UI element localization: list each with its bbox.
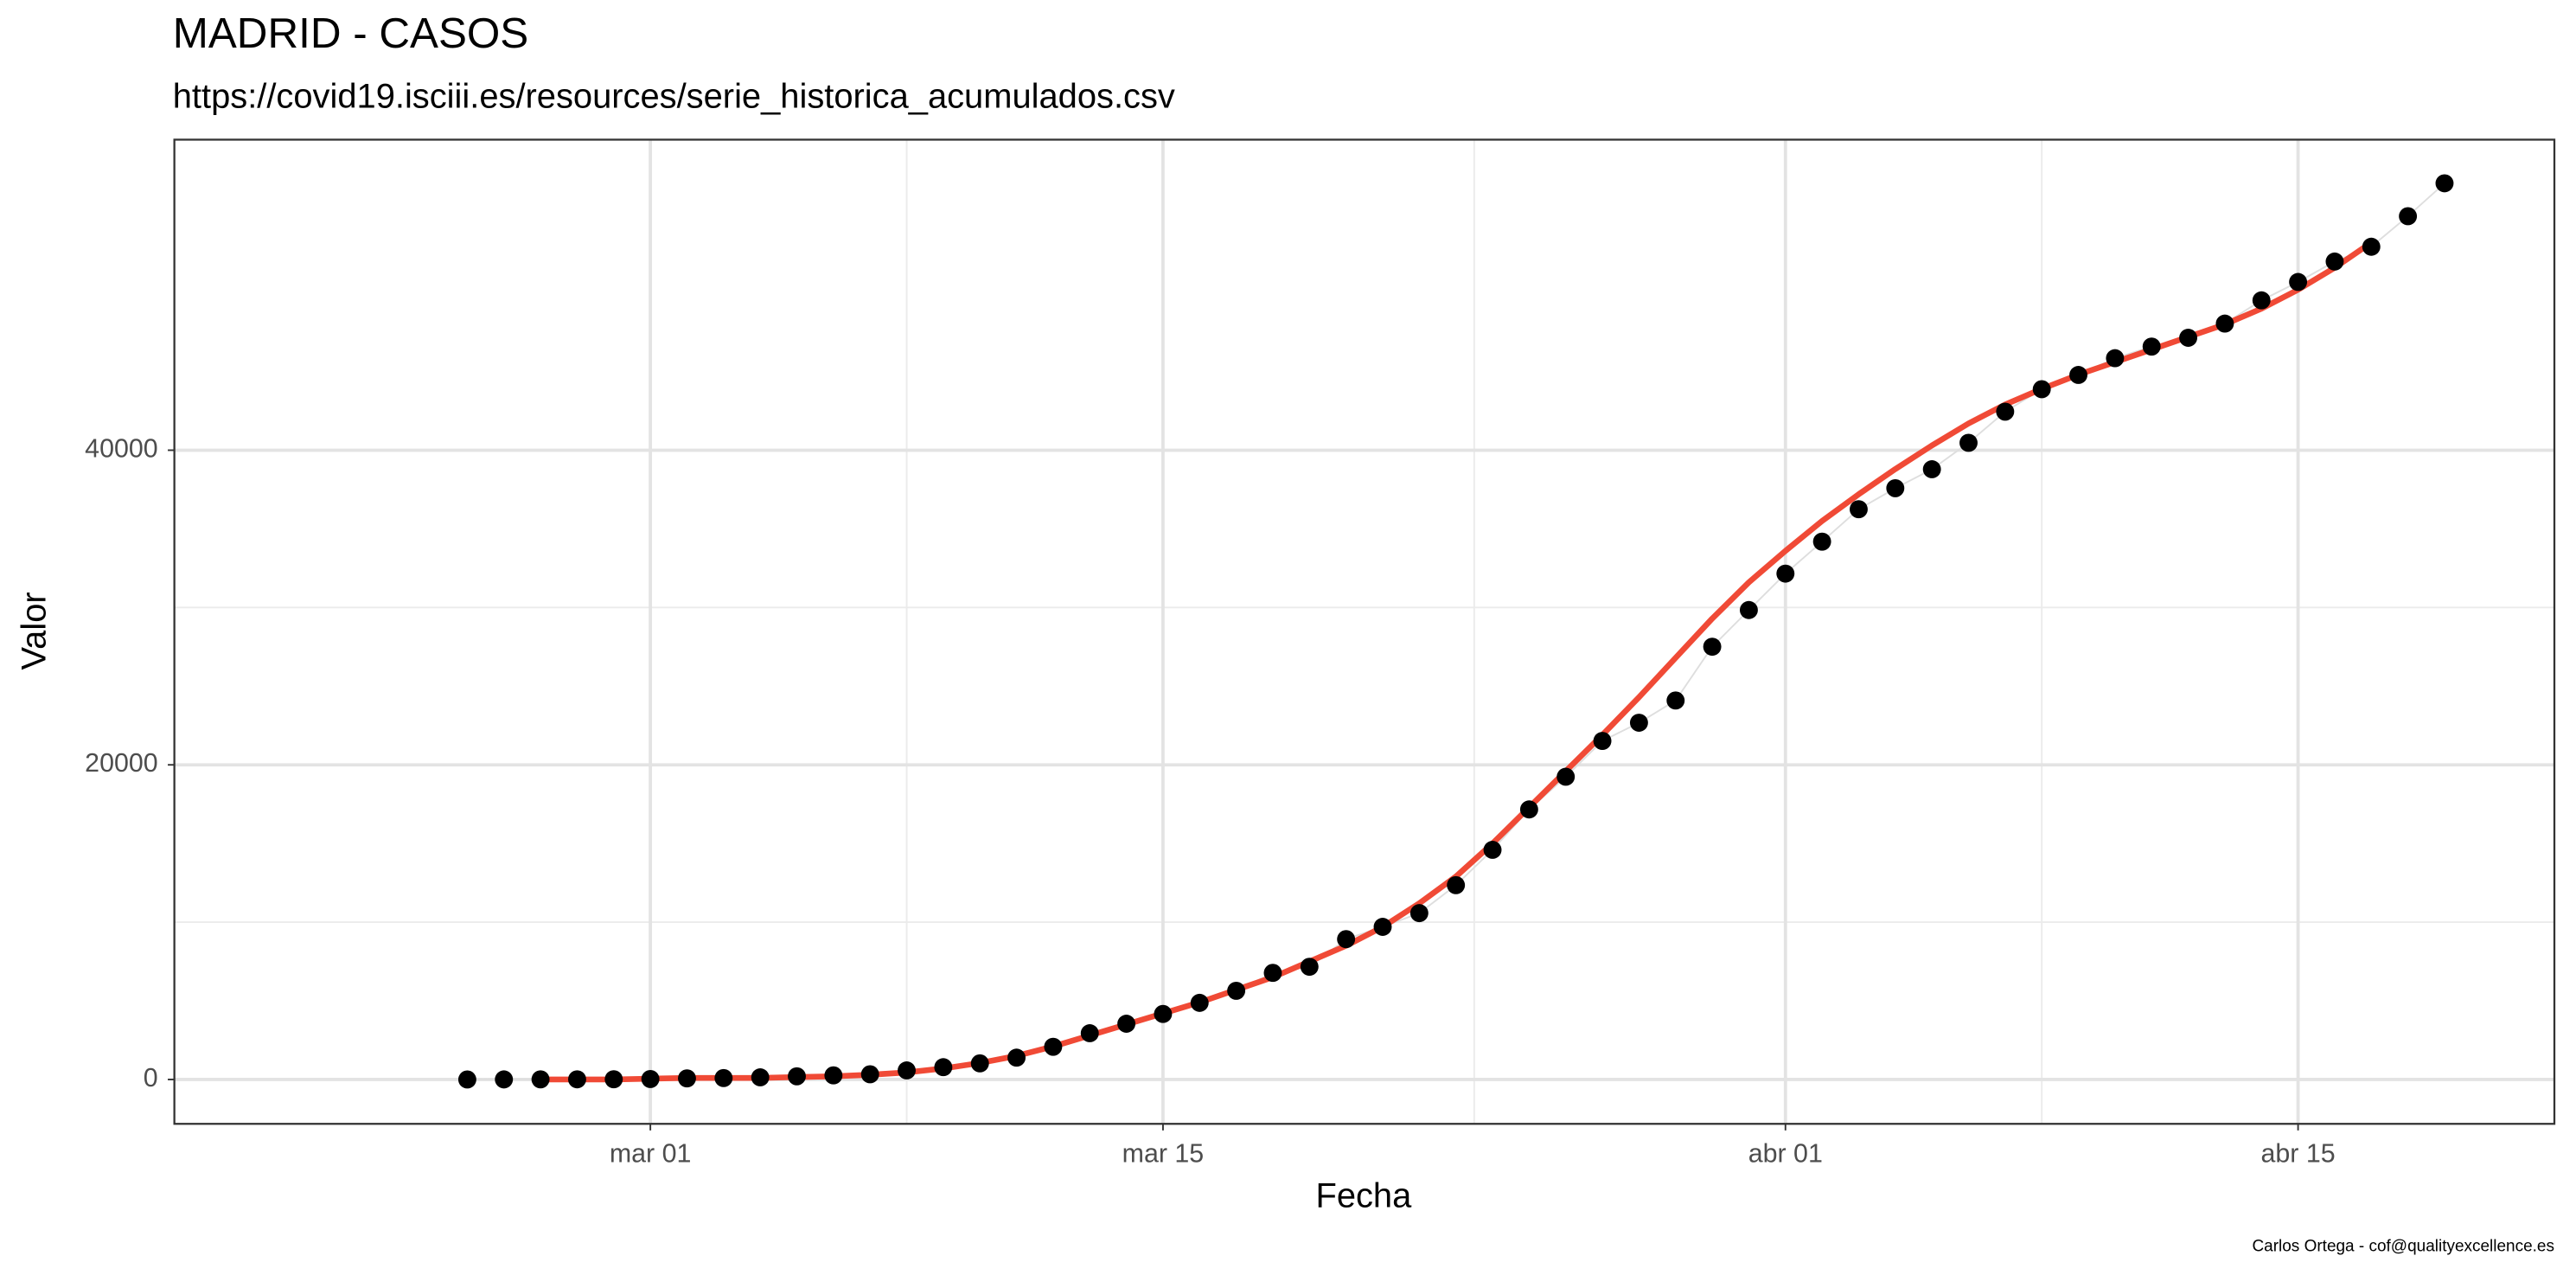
data-point	[1080, 1024, 1099, 1042]
data-point	[1227, 981, 1246, 1000]
data-point	[1959, 433, 1978, 452]
data-point	[1519, 800, 1538, 819]
x-axis-title: Fecha	[1315, 1176, 1412, 1214]
data-point	[1703, 638, 1722, 657]
x-tick-label: mar 15	[1122, 1138, 1205, 1168]
data-point	[1629, 714, 1648, 732]
y-tick-label: 20000	[85, 748, 157, 778]
data-point	[1007, 1048, 1026, 1067]
data-point	[1556, 767, 1576, 786]
data-point	[1812, 532, 1831, 551]
data-point	[2362, 237, 2381, 256]
data-point	[641, 1069, 660, 1088]
data-point	[2215, 314, 2234, 333]
data-point	[2289, 272, 2308, 292]
data-point	[751, 1068, 770, 1086]
data-point	[1409, 904, 1429, 923]
x-tick-label: abr 15	[2261, 1138, 2336, 1168]
data-point	[2325, 252, 2344, 271]
data-point	[1300, 958, 1319, 977]
data-point	[2106, 349, 2125, 368]
data-point	[1593, 732, 1612, 751]
data-point	[1922, 460, 1941, 478]
data-point	[1886, 478, 1905, 497]
data-point	[2435, 174, 2454, 193]
data-point	[970, 1054, 989, 1073]
chart-title: MADRID - CASOS	[173, 10, 529, 57]
data-point	[1483, 841, 1502, 859]
data-point	[1447, 875, 1466, 894]
x-tick-label: mar 01	[610, 1138, 692, 1168]
data-point	[1739, 600, 1758, 619]
data-point	[678, 1069, 696, 1088]
data-point	[824, 1066, 843, 1085]
data-point	[495, 1070, 514, 1089]
data-point	[714, 1068, 733, 1087]
data-point	[531, 1070, 550, 1089]
data-point	[1117, 1015, 1136, 1033]
data-point	[2032, 380, 2051, 399]
data-point	[2069, 366, 2087, 384]
data-point	[1850, 500, 1868, 519]
y-tick-label: 0	[144, 1063, 158, 1092]
data-point	[1044, 1037, 1063, 1056]
data-point	[567, 1070, 586, 1089]
data-point	[2399, 207, 2418, 226]
data-point	[2252, 291, 2271, 310]
data-point	[457, 1070, 476, 1089]
data-point	[788, 1067, 806, 1086]
data-point	[1776, 564, 1795, 583]
data-point	[898, 1061, 916, 1080]
data-point	[1666, 691, 1685, 710]
data-point	[1154, 1004, 1173, 1023]
chart-subtitle: https://covid19.isciii.es/resources/seri…	[173, 78, 1175, 116]
data-point	[1190, 993, 1209, 1012]
y-axis-title: Valor	[16, 592, 54, 670]
x-tick-label: abr 01	[1748, 1138, 1823, 1168]
data-point	[1996, 402, 2015, 421]
caption: Carlos Ortega - cof@qualityexcellence.es	[2252, 1238, 2554, 1256]
y-tick-label: 40000	[85, 434, 157, 464]
data-point	[934, 1058, 953, 1077]
plot-border	[173, 138, 2556, 1125]
data-point	[1373, 918, 1392, 936]
data-point	[604, 1070, 623, 1089]
data-point	[1263, 964, 1282, 983]
data-point	[2179, 329, 2198, 347]
data-point	[1337, 930, 1356, 949]
data-point	[2142, 337, 2161, 356]
data-point	[860, 1065, 879, 1084]
